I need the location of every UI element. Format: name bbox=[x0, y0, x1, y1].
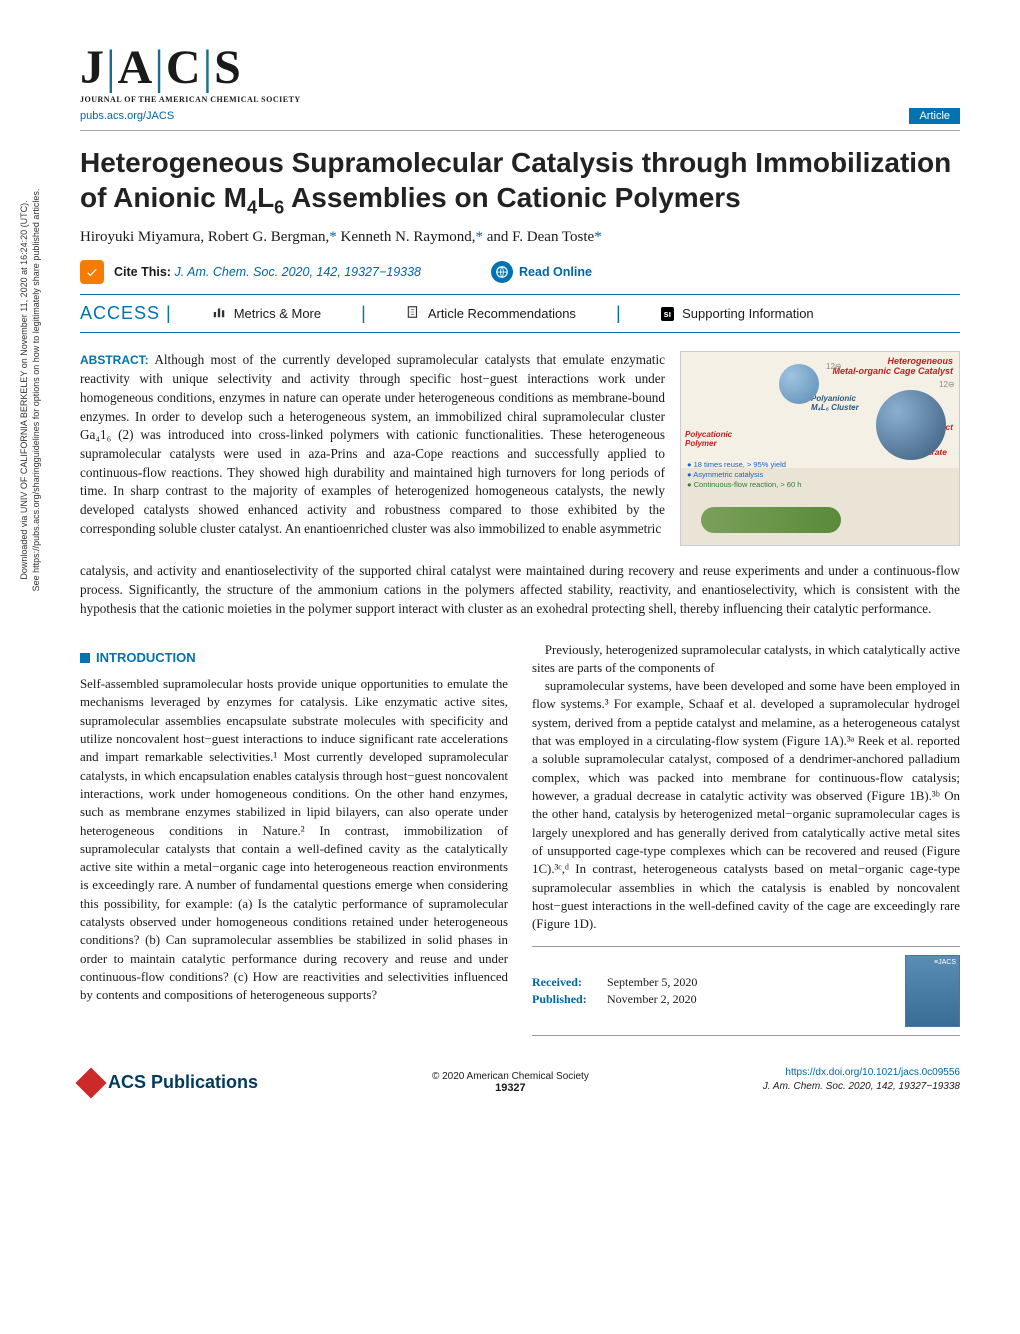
author-list: Hiroyuki Miyamura, Robert G. Bergman,* K… bbox=[80, 229, 960, 246]
journal-logo: J|A|C|S JOURNAL OF THE AMERICAN CHEMICAL… bbox=[80, 40, 960, 104]
metrics-link[interactable]: Metrics & More bbox=[212, 305, 321, 322]
footer-right: https://dx.doi.org/10.1021/jacs.0c09556 … bbox=[763, 1066, 960, 1094]
si-icon: sı bbox=[661, 307, 675, 321]
recommendations-link[interactable]: Article Recommendations bbox=[406, 305, 576, 322]
doi-link[interactable]: https://dx.doi.org/10.1021/jacs.0c09556 bbox=[763, 1066, 960, 1080]
page-footer: ACS Publications © 2020 American Chemica… bbox=[80, 1066, 960, 1094]
citation-short: J. Am. Chem. Soc. 2020, 142, 19327−19338 bbox=[763, 1080, 960, 1094]
citation-row: Cite This: J. Am. Chem. Soc. 2020, 142, … bbox=[80, 260, 960, 284]
pub-dates: Received: September 5, 2020 Published: N… bbox=[532, 974, 697, 1008]
intro-p2: Previously, heterogenized supramolecular… bbox=[532, 641, 960, 678]
nav-separator: | bbox=[616, 303, 621, 324]
nav-separator: | bbox=[361, 303, 366, 324]
toc-polycationic-label: PolycationicPolymer bbox=[685, 430, 732, 448]
globe-icon bbox=[491, 261, 513, 283]
page-container: Downloaded via UNIV OF CALIFORNIA BERKEL… bbox=[0, 0, 1020, 1124]
supporting-info-link[interactable]: sı Supporting Information bbox=[661, 306, 814, 321]
divider bbox=[80, 130, 960, 131]
toc-bullet-1: ● 18 times reuse, > 95% yield bbox=[687, 460, 801, 470]
check-icon[interactable] bbox=[80, 260, 104, 284]
document-icon bbox=[406, 305, 420, 322]
article-title: Heterogeneous Supramolecular Catalysis t… bbox=[80, 145, 960, 219]
read-online-link[interactable]: Read Online bbox=[491, 261, 592, 283]
read-online-label: Read Online bbox=[519, 265, 592, 279]
abstract-label: ABSTRACT: bbox=[80, 353, 149, 367]
published-label: Published: bbox=[532, 991, 604, 1008]
toc-charge-1: 12⊖ bbox=[826, 362, 842, 371]
acs-publications-logo: ACS Publications bbox=[80, 1072, 258, 1094]
toc-flow-reactor bbox=[701, 507, 841, 533]
section-square-icon bbox=[80, 653, 90, 663]
jacs-wordmark: J|A|C|S bbox=[80, 40, 960, 95]
toc-heterogeneous-label: HeterogeneousMetal-organic Cage Catalyst bbox=[832, 356, 953, 376]
bar-chart-icon bbox=[212, 305, 226, 322]
toc-bullet-2: ● Asymmetric catalysis bbox=[687, 470, 801, 480]
intro-p3: supramolecular systems, have been develo… bbox=[532, 677, 960, 933]
received-box: Received: September 5, 2020 Published: N… bbox=[532, 946, 960, 1036]
abstract-body-2: catalysis, and activity and enantioselec… bbox=[80, 562, 960, 618]
intro-p1: Self-assembled supramolecular hosts prov… bbox=[80, 675, 508, 1005]
toc-charge-2: 12⊖ bbox=[939, 380, 955, 389]
download-attribution: Downloaded via UNIV OF CALIFORNIA BERKEL… bbox=[18, 130, 42, 650]
abstract-block: ABSTRACT: Although most of the currently… bbox=[80, 351, 960, 546]
footer-center: © 2020 American Chemical Society 19327 bbox=[432, 1071, 589, 1094]
toc-graphic: HeterogeneousMetal-organic Cage Catalyst… bbox=[680, 351, 960, 546]
journal-url-link[interactable]: pubs.acs.org/JACS bbox=[80, 110, 174, 122]
article-type-badge: Article bbox=[909, 108, 960, 124]
article-nav: ACCESS | Metrics & More | Article Recomm… bbox=[80, 294, 960, 333]
toc-bullet-3: ● Continuous-flow reaction, > 60 h bbox=[687, 480, 801, 490]
toc-polyanionic-label: PolyanionicM₄L₆ Cluster bbox=[811, 394, 859, 412]
journal-fullname: JOURNAL OF THE AMERICAN CHEMICAL SOCIETY bbox=[80, 95, 960, 104]
footer-left: ACS Publications bbox=[80, 1072, 258, 1094]
received-date: September 5, 2020 bbox=[607, 975, 697, 989]
toc-sphere-large bbox=[876, 390, 946, 460]
received-label: Received: bbox=[532, 974, 604, 991]
top-bar: pubs.acs.org/JACS Article bbox=[80, 108, 960, 124]
side-line1: Downloaded via UNIV OF CALIFORNIA BERKEL… bbox=[19, 200, 29, 579]
abstract-body-1: Although most of the currently developed… bbox=[80, 352, 665, 536]
access-link[interactable]: ACCESS | bbox=[80, 303, 172, 324]
copyright: © 2020 American Chemical Society bbox=[432, 1071, 589, 1082]
issue-cover-thumb[interactable] bbox=[905, 955, 960, 1027]
toc-bullets: ● 18 times reuse, > 95% yield ● Asymmetr… bbox=[687, 460, 801, 489]
page-number: 19327 bbox=[432, 1082, 589, 1094]
cite-label: Cite This: bbox=[114, 265, 171, 279]
published-date: November 2, 2020 bbox=[607, 992, 697, 1006]
body-columns: INTRODUCTION Self-assembled supramolecul… bbox=[80, 641, 960, 1036]
introduction-heading: INTRODUCTION bbox=[80, 649, 508, 667]
abstract-text: ABSTRACT: Although most of the currently… bbox=[80, 351, 665, 546]
side-line2: See https://pubs.acs.org/sharingguidelin… bbox=[31, 189, 41, 592]
acs-diamond-icon bbox=[75, 1067, 106, 1098]
cite-text[interactable]: J. Am. Chem. Soc. 2020, 142, 19327−19338 bbox=[174, 265, 421, 279]
